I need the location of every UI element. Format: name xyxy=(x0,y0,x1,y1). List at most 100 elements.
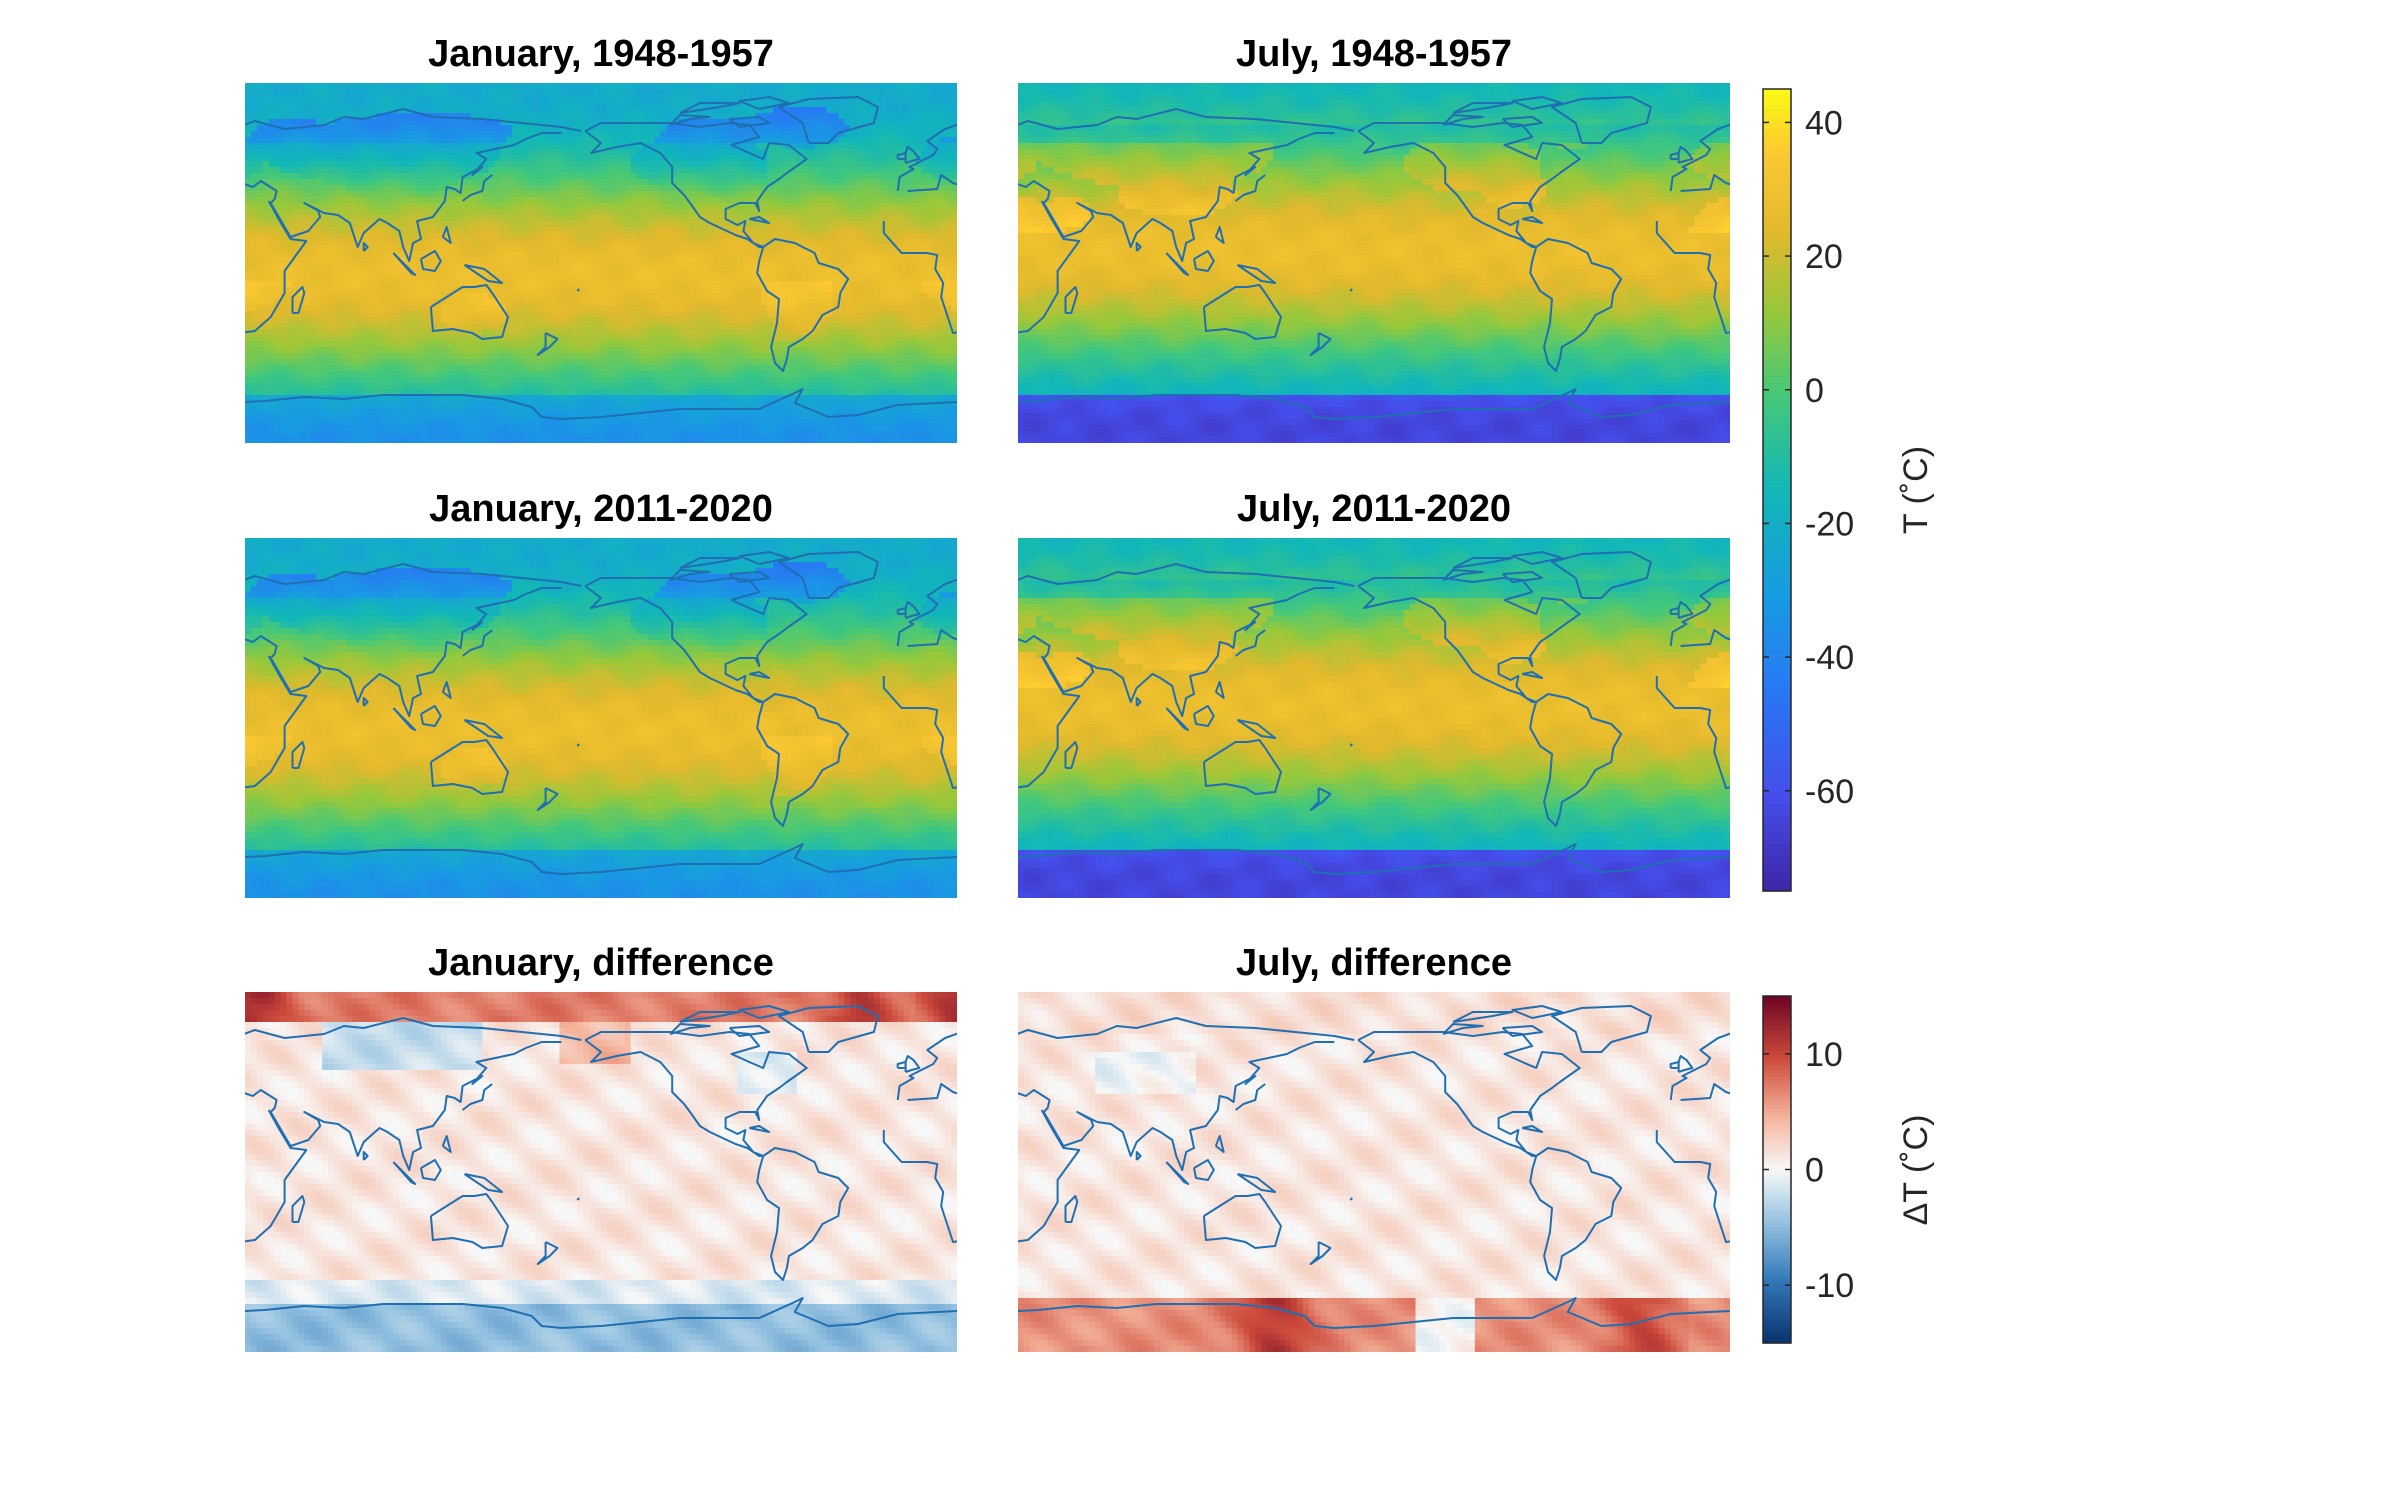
field-cell xyxy=(411,221,418,228)
field-cell xyxy=(423,179,430,186)
field-cell xyxy=(440,329,448,336)
field-cell xyxy=(814,263,822,270)
field-cell xyxy=(678,257,685,264)
field-cell xyxy=(915,119,922,126)
field-cell xyxy=(891,287,899,294)
field-cell xyxy=(915,161,922,168)
field-cell xyxy=(897,263,905,270)
field-cell xyxy=(434,131,442,138)
field-cell xyxy=(411,89,418,96)
field-cell xyxy=(933,197,940,204)
field-cell xyxy=(322,161,329,168)
field-cell xyxy=(719,263,727,270)
field-cell xyxy=(328,197,335,204)
field-cell xyxy=(417,299,424,306)
field-cell xyxy=(470,215,477,222)
field-cell xyxy=(517,179,525,186)
field-cell xyxy=(636,323,644,330)
field-cell xyxy=(672,221,679,228)
field-cell xyxy=(660,137,667,144)
field-cell xyxy=(345,95,353,102)
field-cell xyxy=(951,275,957,282)
field-cell xyxy=(411,227,418,234)
field-cell xyxy=(482,101,489,108)
field-cell xyxy=(749,203,756,210)
field-cell xyxy=(470,329,477,336)
field-cell xyxy=(838,143,845,150)
field-cell xyxy=(339,239,347,246)
field-cell xyxy=(399,89,406,96)
field-cell xyxy=(529,323,537,330)
field-cell xyxy=(713,245,721,252)
field-cell xyxy=(399,185,406,192)
field-cell xyxy=(488,125,495,132)
field-cell xyxy=(316,179,323,186)
field-cell xyxy=(256,215,264,222)
field-cell xyxy=(328,191,335,198)
field-cell xyxy=(411,113,418,120)
field-cell xyxy=(405,209,412,216)
field-cell xyxy=(601,89,608,96)
field-cell xyxy=(529,263,537,270)
field-cell xyxy=(476,329,483,336)
field-cell xyxy=(719,317,727,324)
field-cell xyxy=(381,293,388,300)
field-cell xyxy=(850,311,857,318)
field-cell xyxy=(838,113,845,120)
field-cell xyxy=(933,83,940,90)
field-cell xyxy=(618,329,626,336)
field-cell xyxy=(274,287,282,294)
field-cell xyxy=(589,197,596,204)
field-cell xyxy=(357,209,365,216)
field-cell xyxy=(286,311,294,318)
field-cell xyxy=(737,281,744,288)
field-cell xyxy=(470,257,477,264)
field-cell xyxy=(535,101,543,108)
field-cell xyxy=(559,269,566,276)
field-cell xyxy=(630,221,638,228)
field-cell xyxy=(440,107,448,114)
field-cell xyxy=(915,197,922,204)
field-cell xyxy=(399,95,406,102)
field-cell xyxy=(701,131,709,138)
field-cell xyxy=(274,269,282,276)
field-cell xyxy=(553,269,561,276)
field-cell xyxy=(387,185,394,192)
field-cell xyxy=(464,179,472,186)
field-cell xyxy=(879,257,887,264)
field-cell xyxy=(915,227,922,234)
field-cell xyxy=(506,83,513,90)
field-cell xyxy=(850,245,857,252)
field-cell xyxy=(334,245,341,252)
field-cell xyxy=(873,251,881,258)
field-cell xyxy=(927,179,934,186)
field-cell xyxy=(927,275,934,282)
field-cell xyxy=(334,215,341,222)
field-cell xyxy=(553,125,561,132)
field-cell xyxy=(559,281,566,288)
field-cell xyxy=(684,119,691,126)
field-cell xyxy=(245,173,252,180)
field-cell xyxy=(316,287,323,294)
field-cell xyxy=(292,221,299,228)
field-cell xyxy=(280,215,288,222)
field-cell xyxy=(826,257,833,264)
field-cell xyxy=(523,251,531,258)
field-cell xyxy=(512,203,519,210)
field-cell xyxy=(434,167,442,174)
field-cell xyxy=(921,263,928,270)
field-cell xyxy=(921,275,928,282)
field-cell xyxy=(245,89,252,96)
field-cell xyxy=(755,251,762,258)
field-cell xyxy=(535,185,543,192)
field-cell xyxy=(316,113,323,120)
field-cell xyxy=(761,311,768,318)
field-cell xyxy=(915,95,922,102)
field-cell xyxy=(565,149,572,156)
field-cell xyxy=(256,203,264,210)
field-cell xyxy=(927,305,934,312)
field-cell xyxy=(387,143,394,150)
field-cell xyxy=(559,191,566,198)
field-cell xyxy=(749,137,756,144)
field-cell xyxy=(737,191,744,198)
